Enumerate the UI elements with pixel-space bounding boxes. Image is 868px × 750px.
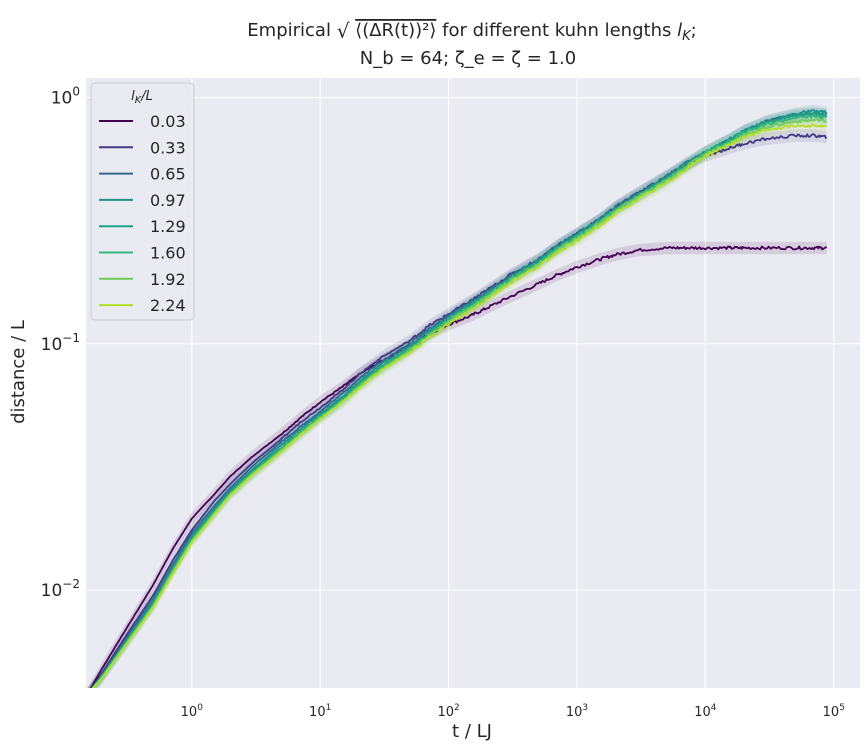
y-axis-label: distance / L bbox=[8, 320, 29, 424]
y-tick-label: 10−1 bbox=[41, 331, 80, 355]
series-line-2.24 bbox=[92, 123, 828, 688]
legend: lK/L 0.03 0.33 0.65 0.97 1.29 1.60 1.92 2.24 bbox=[90, 82, 195, 321]
legend-label-1.29: 1.29 bbox=[150, 217, 186, 236]
y-tick-label: 10−2 bbox=[41, 577, 80, 601]
legend-label-1.92: 1.92 bbox=[150, 270, 186, 289]
legend-title: lK/L bbox=[131, 89, 153, 106]
legend-label-0.33: 0.33 bbox=[150, 138, 186, 157]
x-tick-labels: 100 101 102 103 104 105 bbox=[181, 703, 845, 720]
x-tick-label: 105 bbox=[823, 703, 845, 720]
x-tick-label: 100 bbox=[181, 703, 204, 720]
legend-box bbox=[90, 82, 195, 321]
x-tick-label: 103 bbox=[566, 703, 588, 720]
y-tick-labels: 10−2 10−1 100 bbox=[41, 84, 80, 601]
legend-label-1.60: 1.60 bbox=[150, 244, 186, 263]
series-line-0.03 bbox=[89, 245, 828, 688]
series-lines bbox=[89, 109, 828, 688]
gridlines bbox=[86, 78, 860, 688]
x-tick-label: 104 bbox=[694, 703, 717, 720]
legend-label-2.24: 2.24 bbox=[150, 296, 186, 315]
legend-label-0.03: 0.03 bbox=[150, 112, 186, 131]
legend-label-0.97: 0.97 bbox=[150, 191, 186, 210]
plot-area bbox=[86, 78, 860, 688]
chart-title-line2: N_b = 64; ζ_e = ζ = 1.0 bbox=[360, 48, 576, 69]
legend-entries: 0.03 0.33 0.65 0.97 1.29 1.60 1.92 2.24 bbox=[99, 112, 186, 315]
x-axis-label: t / LJ bbox=[452, 721, 492, 742]
chart-title-line1: Empirical √ ⟨(ΔR(t))²⟩ for different kuh… bbox=[247, 19, 696, 44]
x-tick-label: 102 bbox=[437, 703, 459, 720]
legend-label-0.65: 0.65 bbox=[150, 165, 186, 184]
x-tick-label: 101 bbox=[309, 703, 331, 720]
y-tick-label: 100 bbox=[51, 84, 80, 108]
